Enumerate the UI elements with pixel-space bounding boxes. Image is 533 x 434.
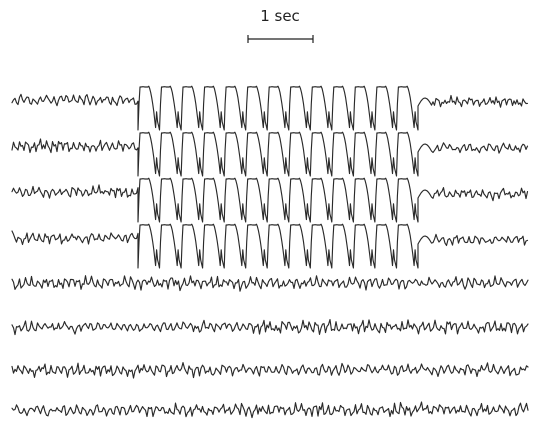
eeg-trace-channel-5 — [11, 275, 529, 292]
eeg-trace-channel-3 — [11, 177, 529, 223]
eeg-trace-channel-7 — [11, 362, 529, 379]
eeg-trace-channel-8 — [11, 401, 529, 419]
eeg-trace-channel-6 — [11, 319, 529, 336]
eeg-trace-channel-2 — [11, 131, 529, 177]
eeg-trace-channel-1 — [11, 85, 529, 131]
eeg-trace-channel-4 — [11, 223, 529, 269]
scale-label: 1 sec — [260, 7, 300, 25]
eeg-traces — [11, 85, 529, 419]
time-scale: 1 sec — [247, 7, 314, 43]
